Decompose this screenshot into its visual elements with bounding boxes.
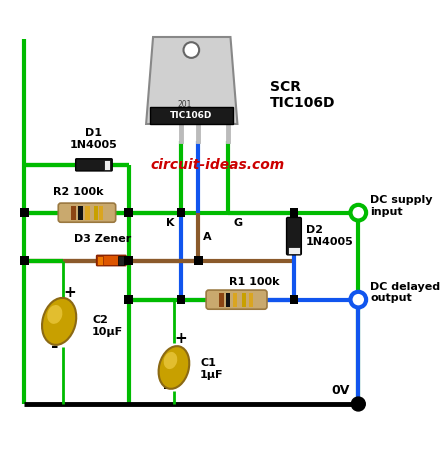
Text: circuit-ideas.com: circuit-ideas.com	[150, 158, 284, 172]
Bar	[194, 256, 202, 265]
Text: R1 100k: R1 100k	[229, 277, 279, 287]
Text: D3 Zener: D3 Zener	[74, 234, 131, 244]
Bar	[249, 293, 253, 307]
Bar	[94, 206, 98, 219]
Bar	[124, 296, 133, 304]
Bar	[176, 296, 185, 304]
Text: DC supply
input: DC supply input	[370, 195, 433, 217]
FancyBboxPatch shape	[58, 203, 116, 222]
Bar	[71, 206, 76, 219]
Text: +: +	[175, 331, 187, 346]
Text: G: G	[234, 218, 243, 228]
Bar	[176, 208, 185, 217]
Bar	[78, 206, 82, 219]
Text: SCR
TIC106D: SCR TIC106D	[269, 80, 335, 110]
Bar	[20, 256, 29, 265]
Bar	[290, 296, 298, 304]
Bar	[105, 160, 110, 170]
Circle shape	[351, 397, 365, 411]
Polygon shape	[146, 37, 237, 124]
Bar	[124, 208, 133, 217]
FancyBboxPatch shape	[76, 159, 112, 171]
Text: K: K	[166, 218, 175, 228]
Bar	[124, 256, 133, 265]
Ellipse shape	[164, 352, 177, 369]
Bar	[226, 293, 231, 307]
Text: DC delayed
output: DC delayed output	[370, 282, 441, 303]
Bar	[242, 293, 246, 307]
Text: -: -	[163, 379, 171, 397]
FancyBboxPatch shape	[97, 255, 126, 266]
Text: 0V: 0V	[332, 384, 350, 396]
Circle shape	[351, 205, 366, 220]
Bar	[219, 293, 224, 307]
Text: +: +	[63, 285, 76, 300]
Text: A: A	[203, 232, 211, 242]
Bar	[150, 106, 233, 124]
Bar	[99, 206, 104, 219]
Text: D2
1N4005: D2 1N4005	[306, 225, 354, 247]
Text: -: -	[51, 338, 59, 356]
Bar	[288, 248, 300, 254]
Bar	[85, 206, 90, 219]
Text: C1
1μF: C1 1μF	[200, 358, 224, 380]
Ellipse shape	[159, 346, 189, 389]
Text: D1
1N4005: D1 1N4005	[70, 128, 118, 149]
Text: R2 100k: R2 100k	[53, 187, 104, 197]
Circle shape	[183, 42, 199, 58]
Bar	[290, 208, 298, 217]
Bar	[97, 256, 104, 265]
FancyBboxPatch shape	[206, 290, 267, 309]
Bar	[118, 256, 124, 265]
Circle shape	[351, 292, 366, 307]
FancyBboxPatch shape	[287, 218, 301, 255]
Bar	[20, 208, 29, 217]
Text: 201: 201	[177, 100, 191, 109]
Text: TIC106D: TIC106D	[170, 111, 213, 120]
Text: C2
10μF: C2 10μF	[92, 315, 123, 337]
Ellipse shape	[42, 298, 76, 345]
Bar	[233, 293, 237, 307]
Ellipse shape	[47, 305, 62, 324]
